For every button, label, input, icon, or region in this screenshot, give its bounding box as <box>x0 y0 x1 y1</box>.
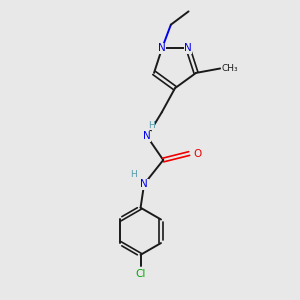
Text: N: N <box>184 43 192 53</box>
Text: Cl: Cl <box>135 269 146 279</box>
Text: N: N <box>158 43 166 53</box>
Text: CH₃: CH₃ <box>221 64 238 73</box>
Text: N: N <box>140 179 148 189</box>
Text: H: H <box>148 121 155 130</box>
Text: O: O <box>193 148 202 158</box>
Text: N: N <box>143 131 151 142</box>
Text: H: H <box>130 170 137 179</box>
